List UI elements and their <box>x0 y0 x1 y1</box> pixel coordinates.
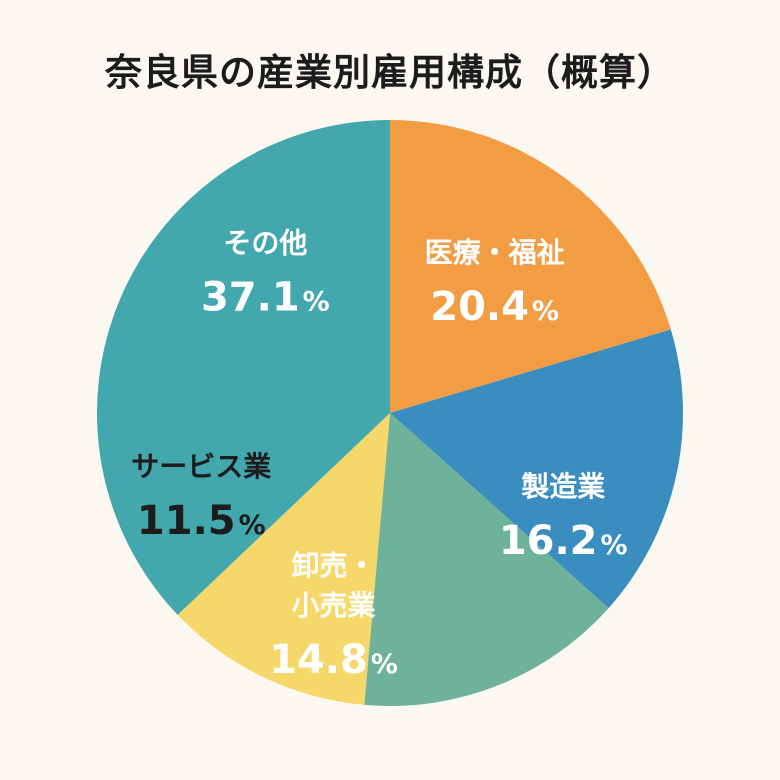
slice-value-label: 14.8% <box>269 637 398 683</box>
pie-slice <box>390 120 671 413</box>
chart-title: 奈良県の産業別雇用構成（概算） <box>105 51 675 94</box>
slice-label: 製造業 <box>521 470 605 503</box>
pie-slice <box>97 120 391 615</box>
slice-value-label: 20.4% <box>430 284 559 330</box>
pie-slice <box>364 413 609 706</box>
slice-value-label: 11.5% <box>137 498 266 544</box>
slice-label: 卸売・ <box>291 549 375 582</box>
pie-slice <box>177 413 390 705</box>
slice-label: 小売業 <box>291 589 375 622</box>
slice-label: その他 <box>223 227 307 260</box>
slice-label: サービス業 <box>131 450 271 483</box>
slice-label: 医療・福祉 <box>425 236 565 269</box>
slice-value-label: 16.2% <box>499 518 628 564</box>
slice-value-label: 37.1% <box>201 275 330 321</box>
pie-slice <box>390 329 683 609</box>
